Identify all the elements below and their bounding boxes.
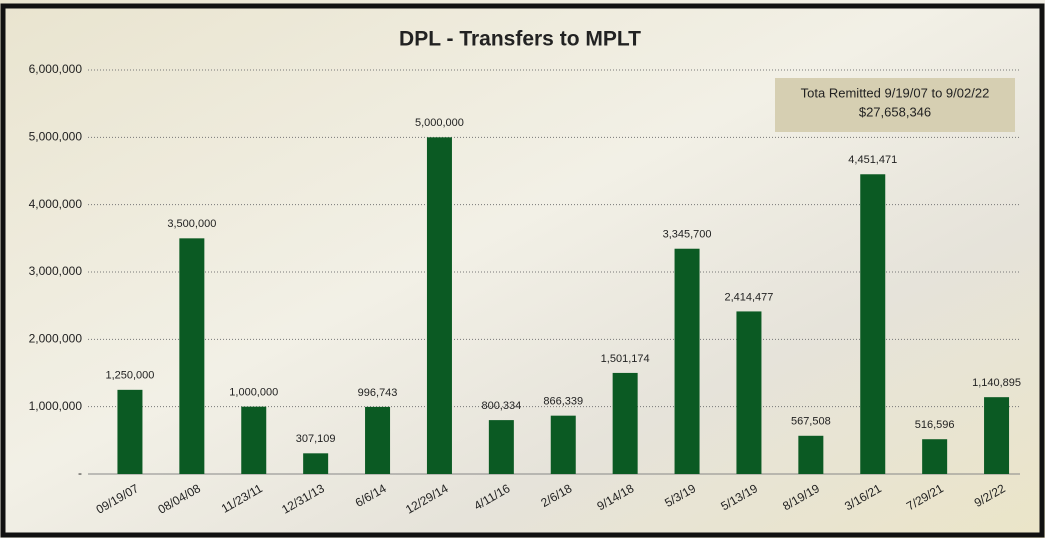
value-label: 1,501,174: [601, 353, 650, 365]
value-label: 307,109: [296, 433, 336, 445]
y-tick-label: 6,000,000: [29, 62, 83, 76]
value-label: 866,339: [543, 396, 583, 408]
bar: [736, 311, 762, 474]
bar: [612, 372, 638, 474]
bar: [674, 248, 700, 474]
chart-title: DPL - Transfers to MPLT: [399, 28, 641, 51]
value-label: 567,508: [791, 416, 831, 428]
value-label: 3,345,700: [663, 229, 712, 241]
bar: [179, 238, 205, 474]
bar: [488, 420, 514, 474]
bar: [117, 389, 143, 474]
annotation-box: [775, 78, 1015, 132]
value-label: 4,451,471: [848, 154, 897, 166]
bar: [303, 453, 329, 474]
value-label: 996,743: [358, 387, 398, 399]
value-label: 3,500,000: [167, 218, 216, 230]
y-tick-label: 2,000,000: [29, 332, 83, 346]
value-label: 1,250,000: [105, 370, 154, 382]
bar: [241, 406, 267, 474]
bar: [798, 435, 824, 474]
value-label: 800,334: [481, 400, 521, 412]
annotation: $27,658,346: [859, 104, 931, 119]
y-tick-label: 1,000,000: [29, 399, 83, 413]
bar: [922, 439, 948, 474]
value-label: 1,000,000: [229, 387, 278, 399]
frame: [0, 3, 1045, 538]
y-tick-label: -: [78, 466, 82, 480]
value-label: 2,414,477: [724, 291, 773, 303]
value-label: 1,140,895: [972, 377, 1021, 389]
y-tick-label: 5,000,000: [29, 130, 83, 144]
y-tick-label: 4,000,000: [29, 197, 83, 211]
annotation: Tota Remitted 9/19/07 to 9/02/22: [801, 85, 990, 100]
value-label: 5,000,000: [415, 117, 464, 129]
value-label: 516,596: [915, 419, 955, 431]
y-tick-label: 3,000,000: [29, 264, 83, 278]
bar: [550, 415, 576, 474]
bar: [860, 174, 886, 474]
bar: [426, 137, 452, 475]
bar: [984, 397, 1010, 474]
bar: [365, 406, 391, 474]
